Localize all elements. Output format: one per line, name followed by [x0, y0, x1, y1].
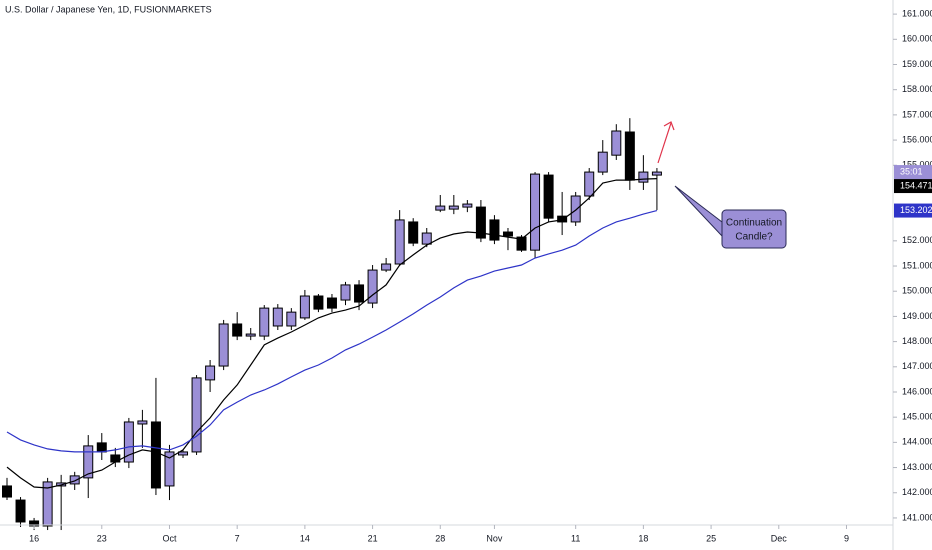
candle-body [516, 236, 527, 251]
y-tick-label: 161.000 [902, 8, 932, 18]
x-tick-label: 14 [300, 533, 310, 543]
y-tick-label: 146.000 [902, 386, 932, 396]
arrow-shaft [657, 122, 672, 164]
x-tick-label: 23 [97, 533, 107, 543]
candle-body [367, 269, 378, 304]
y-tick-label: 152.000 [902, 235, 932, 245]
last-value-label: 153.202 [900, 205, 932, 215]
y-tick-label: 150.000 [902, 286, 932, 296]
x-tick-label: 21 [368, 533, 378, 543]
y-tick-label: 151.000 [902, 260, 932, 270]
y-tick-label: 159.000 [902, 59, 932, 69]
candle-body [96, 442, 107, 453]
y-tick-label: 147.000 [902, 361, 932, 371]
candle-body [178, 451, 189, 456]
callout-box [721, 209, 787, 249]
candle-body [557, 215, 568, 223]
y-tick-label: 157.000 [902, 109, 932, 119]
candle-body [651, 171, 662, 176]
candle-body [435, 205, 446, 211]
candle-body [394, 219, 405, 265]
y-tick-label: 143.000 [902, 462, 932, 472]
candle-body [123, 421, 134, 463]
x-tick-label: Dec [771, 533, 788, 543]
candle-body [232, 323, 243, 337]
ma-line [6, 178, 657, 489]
candle-body [475, 206, 486, 239]
candle-body [137, 420, 148, 425]
callout-pointer [674, 185, 723, 238]
candle-body [326, 297, 337, 309]
candle-body [245, 333, 256, 337]
countdown-box [894, 165, 932, 180]
candle-body [191, 377, 202, 453]
candle-body [299, 295, 310, 319]
candle-body [83, 445, 94, 479]
last-value-box [894, 179, 932, 194]
y-tick-label: 145.000 [902, 412, 932, 422]
x-tick-label: 18 [638, 533, 648, 543]
y-tick-label: 148.000 [902, 336, 932, 346]
x-tick-label: Oct [162, 533, 177, 543]
candle-body [597, 151, 608, 173]
candle-body [543, 174, 554, 219]
candle-body [570, 195, 581, 223]
candle-body [272, 307, 283, 327]
ma-line [6, 210, 658, 453]
candle-body [502, 231, 513, 237]
y-tick-label: 155.000 [902, 160, 932, 170]
candle-body [381, 263, 392, 271]
callout-text: Candle? [735, 232, 773, 243]
candle-body [354, 284, 365, 303]
countdown: 35:01 [900, 166, 923, 176]
arrow-head [663, 121, 675, 131]
callout: Continuation Candle? [674, 185, 787, 249]
candle-body [313, 295, 324, 310]
candle-body [584, 171, 595, 197]
candle-body [530, 173, 541, 251]
x-tick-label: 11 [571, 533, 580, 543]
x-tick-label: 7 [235, 533, 240, 543]
y-tick-label: 158.000 [902, 84, 932, 94]
y-tick-label: 142.000 [902, 487, 932, 497]
y-tick-label: 144.000 [902, 437, 932, 447]
candle-body [205, 365, 216, 381]
candle-body [2, 485, 12, 498]
candle-body [218, 323, 229, 367]
candle-body [42, 481, 53, 527]
candle-body [448, 205, 459, 210]
candle-body [611, 130, 622, 156]
candle-body [408, 221, 419, 244]
callout-joint [723, 221, 726, 237]
candle-body [259, 307, 270, 337]
x-tick-label: 25 [706, 533, 716, 543]
y-tick-label: 160.000 [902, 34, 932, 44]
y-tick-label: 141.000 [902, 512, 932, 522]
x-tick-label: 16 [29, 533, 39, 543]
candle-body [69, 475, 80, 485]
candle-body [15, 499, 26, 523]
candle-body [340, 284, 351, 301]
x-tick-label: Nov [486, 533, 503, 543]
candle-body [164, 451, 175, 487]
last-value-box [894, 203, 932, 218]
candle-body [462, 203, 473, 208]
candle-body [624, 131, 635, 181]
price-axis: 141.000 142.000 143.000 144.000 145.000 146.0… [29, 8, 932, 543]
x-tick-label: 28 [435, 533, 445, 543]
candle-body [638, 171, 649, 183]
y-tick-label: 149.000 [902, 311, 932, 321]
plot-area [2, 118, 662, 531]
last-value-label: 154.471 [900, 180, 932, 190]
chart-title: U.S. Dollar / Japanese Yen, 1D, FUSIONMA… [5, 4, 212, 14]
x-tick-label: 9 [844, 533, 849, 543]
red-arrow [657, 121, 675, 164]
candle-body [421, 232, 432, 245]
candle-body [286, 311, 297, 327]
candle-body [150, 421, 161, 489]
y-tick-label: 156.000 [902, 134, 932, 144]
callout-text: Continuation [726, 218, 782, 229]
candle-body [489, 219, 500, 241]
